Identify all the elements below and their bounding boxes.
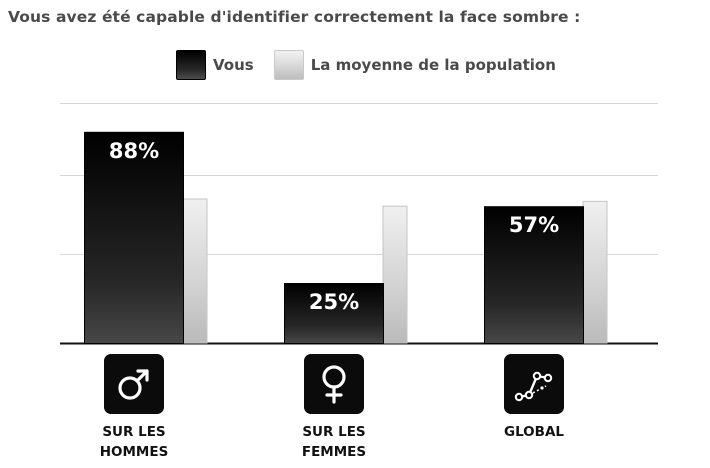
legend: Vous La moyenne de la population (176, 50, 576, 80)
category-men: SUR LES HOMMES (64, 354, 204, 462)
category-women: SUR LES FEMMES (264, 354, 404, 462)
female-symbol-icon (304, 354, 364, 414)
category-label-global: GLOBAL (503, 424, 565, 440)
chart-title: Vous avez été capable d'identifier corre… (8, 8, 581, 26)
bar-you (484, 206, 584, 344)
bar-population (182, 198, 208, 344)
legend-swatch-you (176, 50, 206, 80)
bar-data-label: 88% (109, 139, 159, 163)
bar-you (84, 131, 184, 344)
legend-label-population: La moyenne de la population (310, 56, 556, 74)
category-label-men: SUR LES HOMMES (99, 424, 169, 460)
scatter-graph-icon (504, 354, 564, 414)
bar-population (382, 205, 408, 344)
category-global: GLOBAL (464, 354, 604, 442)
legend-swatch-population (273, 50, 304, 80)
bar-you (284, 283, 384, 344)
category-label-women: SUR LES FEMMES (301, 424, 367, 460)
bar-population (582, 200, 608, 344)
bar-data-label: 57% (509, 213, 559, 237)
bar-data-label: 25% (309, 290, 359, 314)
legend-label-you: Vous (213, 56, 254, 74)
male-symbol-icon (104, 354, 164, 414)
